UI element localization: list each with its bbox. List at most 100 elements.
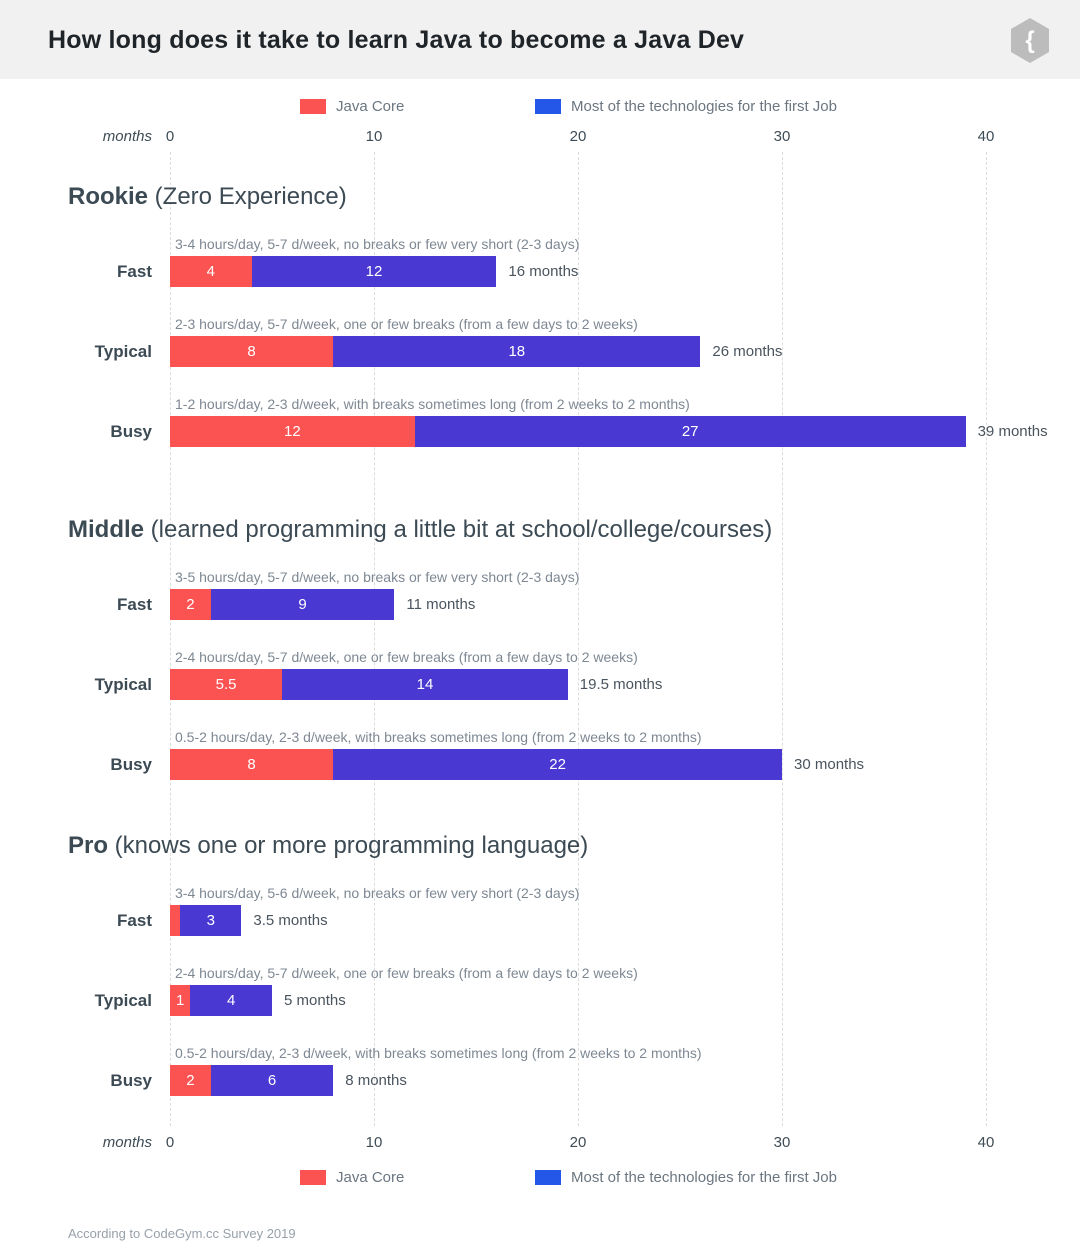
axis-tick: 10 bbox=[365, 1134, 383, 1151]
codegym-logo-icon: { bbox=[1007, 17, 1053, 64]
row-label: Fast bbox=[117, 595, 152, 614]
stacked-bar: 8 22 bbox=[170, 749, 782, 780]
axis-tick: 0 bbox=[165, 128, 175, 145]
axis-months-label: months bbox=[102, 128, 152, 145]
legend-item: Most of the technologies for the first J… bbox=[535, 1169, 837, 1186]
legend-swatch-icon bbox=[535, 1170, 561, 1185]
bar-segment-java-core: 8 bbox=[170, 336, 334, 367]
axis-tick: 30 bbox=[773, 128, 791, 145]
legend-label: Most of the technologies for the first J… bbox=[571, 98, 837, 115]
legend-top: Java Core Most of the technologies for th… bbox=[0, 98, 1080, 116]
total-label: 11 months bbox=[406, 596, 476, 613]
gridline bbox=[578, 152, 579, 1126]
stacked-bar: 4 12 bbox=[170, 256, 497, 287]
row-label: Busy bbox=[110, 422, 152, 441]
row-label: Busy bbox=[110, 755, 152, 774]
total-label: 8 months bbox=[345, 1072, 407, 1089]
axis-tick: 10 bbox=[365, 128, 383, 145]
bar-segment-technologies: 6 bbox=[210, 1065, 334, 1096]
bar-segment-java-core: 12 bbox=[170, 416, 415, 447]
legend-item: Most of the technologies for the first J… bbox=[535, 98, 837, 115]
bar-segment-technologies: 4 bbox=[190, 985, 272, 1016]
legend-item: Java Core bbox=[300, 98, 404, 115]
total-label: 16 months bbox=[508, 263, 579, 280]
row-label: Fast bbox=[117, 262, 152, 281]
bar-segment-java-core: 8 bbox=[170, 749, 334, 780]
bar-segment-technologies: 14 bbox=[282, 669, 568, 700]
row-label: Busy bbox=[110, 1071, 152, 1090]
stacked-bar: 5.5 14 bbox=[170, 669, 568, 700]
gridline bbox=[170, 152, 171, 1126]
row-label: Typical bbox=[94, 675, 152, 694]
bar-segment-java-core: 4 bbox=[170, 256, 252, 287]
group-heading: Middle (learned programming a little bit… bbox=[68, 516, 772, 544]
bar-segment-technologies: 18 bbox=[333, 336, 701, 367]
row-annotation: 3-4 hours/day, 5-6 d/week, no breaks or … bbox=[175, 885, 580, 901]
legend-swatch-icon bbox=[300, 99, 326, 114]
bar-segment-java-core: 2 bbox=[170, 1065, 211, 1096]
group-name: Pro bbox=[68, 832, 109, 859]
group-suffix: (Zero Experience) bbox=[148, 183, 347, 210]
stacked-bar: 8 18 bbox=[170, 336, 701, 367]
row-annotation: 2-4 hours/day, 5-7 d/week, one or few br… bbox=[175, 965, 638, 981]
row-label: Typical bbox=[94, 342, 152, 361]
row-annotation: 2-4 hours/day, 5-7 d/week, one or few br… bbox=[175, 649, 638, 665]
axis-tick: 20 bbox=[569, 128, 587, 145]
legend-label: Most of the technologies for the first J… bbox=[571, 1169, 837, 1186]
total-label: 19.5 months bbox=[579, 676, 663, 693]
legend-swatch-icon bbox=[535, 99, 561, 114]
stacked-bar: 3 bbox=[170, 905, 242, 936]
legend-label: Java Core bbox=[336, 98, 405, 115]
stacked-bar: 12 27 bbox=[170, 416, 966, 447]
row-annotation: 3-4 hours/day, 5-7 d/week, no breaks or … bbox=[175, 236, 580, 252]
bar-segment-java-core: 5.5 bbox=[170, 669, 283, 700]
group-suffix: (knows one or more programming language) bbox=[108, 832, 589, 859]
footer-note: According to CodeGym.cc Survey 2019 bbox=[68, 1226, 296, 1241]
header: How long does it take to learn Java to b… bbox=[0, 0, 1080, 79]
group-name: Rookie bbox=[68, 183, 149, 210]
axis-top: months 0 10 20 30 40 bbox=[0, 128, 1080, 146]
gridline bbox=[986, 152, 987, 1126]
total-label: 3.5 months bbox=[253, 912, 328, 929]
row-annotation: 0.5-2 hours/day, 2-3 d/week, with breaks… bbox=[175, 1045, 702, 1061]
row-annotation: 1-2 hours/day, 2-3 d/week, with breaks s… bbox=[175, 396, 690, 412]
total-label: 39 months bbox=[977, 423, 1048, 440]
axis-months-label: months bbox=[102, 1134, 152, 1151]
axis-tick: 30 bbox=[773, 1134, 791, 1151]
total-label: 30 months bbox=[794, 756, 865, 773]
row-annotation: 0.5-2 hours/day, 2-3 d/week, with breaks… bbox=[175, 729, 702, 745]
svg-text:{: { bbox=[1025, 27, 1034, 54]
bar-segment-technologies: 12 bbox=[251, 256, 497, 287]
group-heading: Pro (knows one or more programming langu… bbox=[68, 832, 588, 860]
bar-segment-java-core: 2 bbox=[170, 589, 211, 620]
legend-swatch-icon bbox=[300, 1170, 326, 1185]
total-label: 5 months bbox=[284, 992, 346, 1009]
page-title: How long does it take to learn Java to b… bbox=[48, 26, 745, 54]
group-suffix: (learned programming a little bit at sch… bbox=[144, 516, 773, 543]
axis-tick: 40 bbox=[977, 1134, 995, 1151]
bar-segment-java-core bbox=[170, 905, 181, 936]
row-annotation: 3-5 hours/day, 5-7 d/week, no breaks or … bbox=[175, 569, 580, 585]
axis-tick: 0 bbox=[165, 1134, 175, 1151]
row-annotation: 2-3 hours/day, 5-7 d/week, one or few br… bbox=[175, 316, 638, 332]
group-name: Middle bbox=[68, 516, 144, 543]
row-label: Typical bbox=[94, 991, 152, 1010]
legend-label: Java Core bbox=[336, 1169, 405, 1186]
bar-segment-technologies: 22 bbox=[333, 749, 782, 780]
gridline bbox=[374, 152, 375, 1126]
legend-bottom: Java Core Most of the technologies for th… bbox=[0, 1169, 1080, 1187]
bar-segment-java-core: 1 bbox=[170, 985, 191, 1016]
axis-tick: 20 bbox=[569, 1134, 587, 1151]
gridline bbox=[782, 152, 783, 1126]
legend-item: Java Core bbox=[300, 1169, 404, 1186]
bar-segment-technologies: 3 bbox=[180, 905, 242, 936]
row-label: Fast bbox=[117, 911, 152, 930]
axis-tick: 40 bbox=[977, 128, 995, 145]
axis-bottom: months 0 10 20 30 40 bbox=[0, 1134, 1080, 1152]
bar-segment-technologies: 9 bbox=[210, 589, 395, 620]
bar-segment-technologies: 27 bbox=[414, 416, 966, 447]
